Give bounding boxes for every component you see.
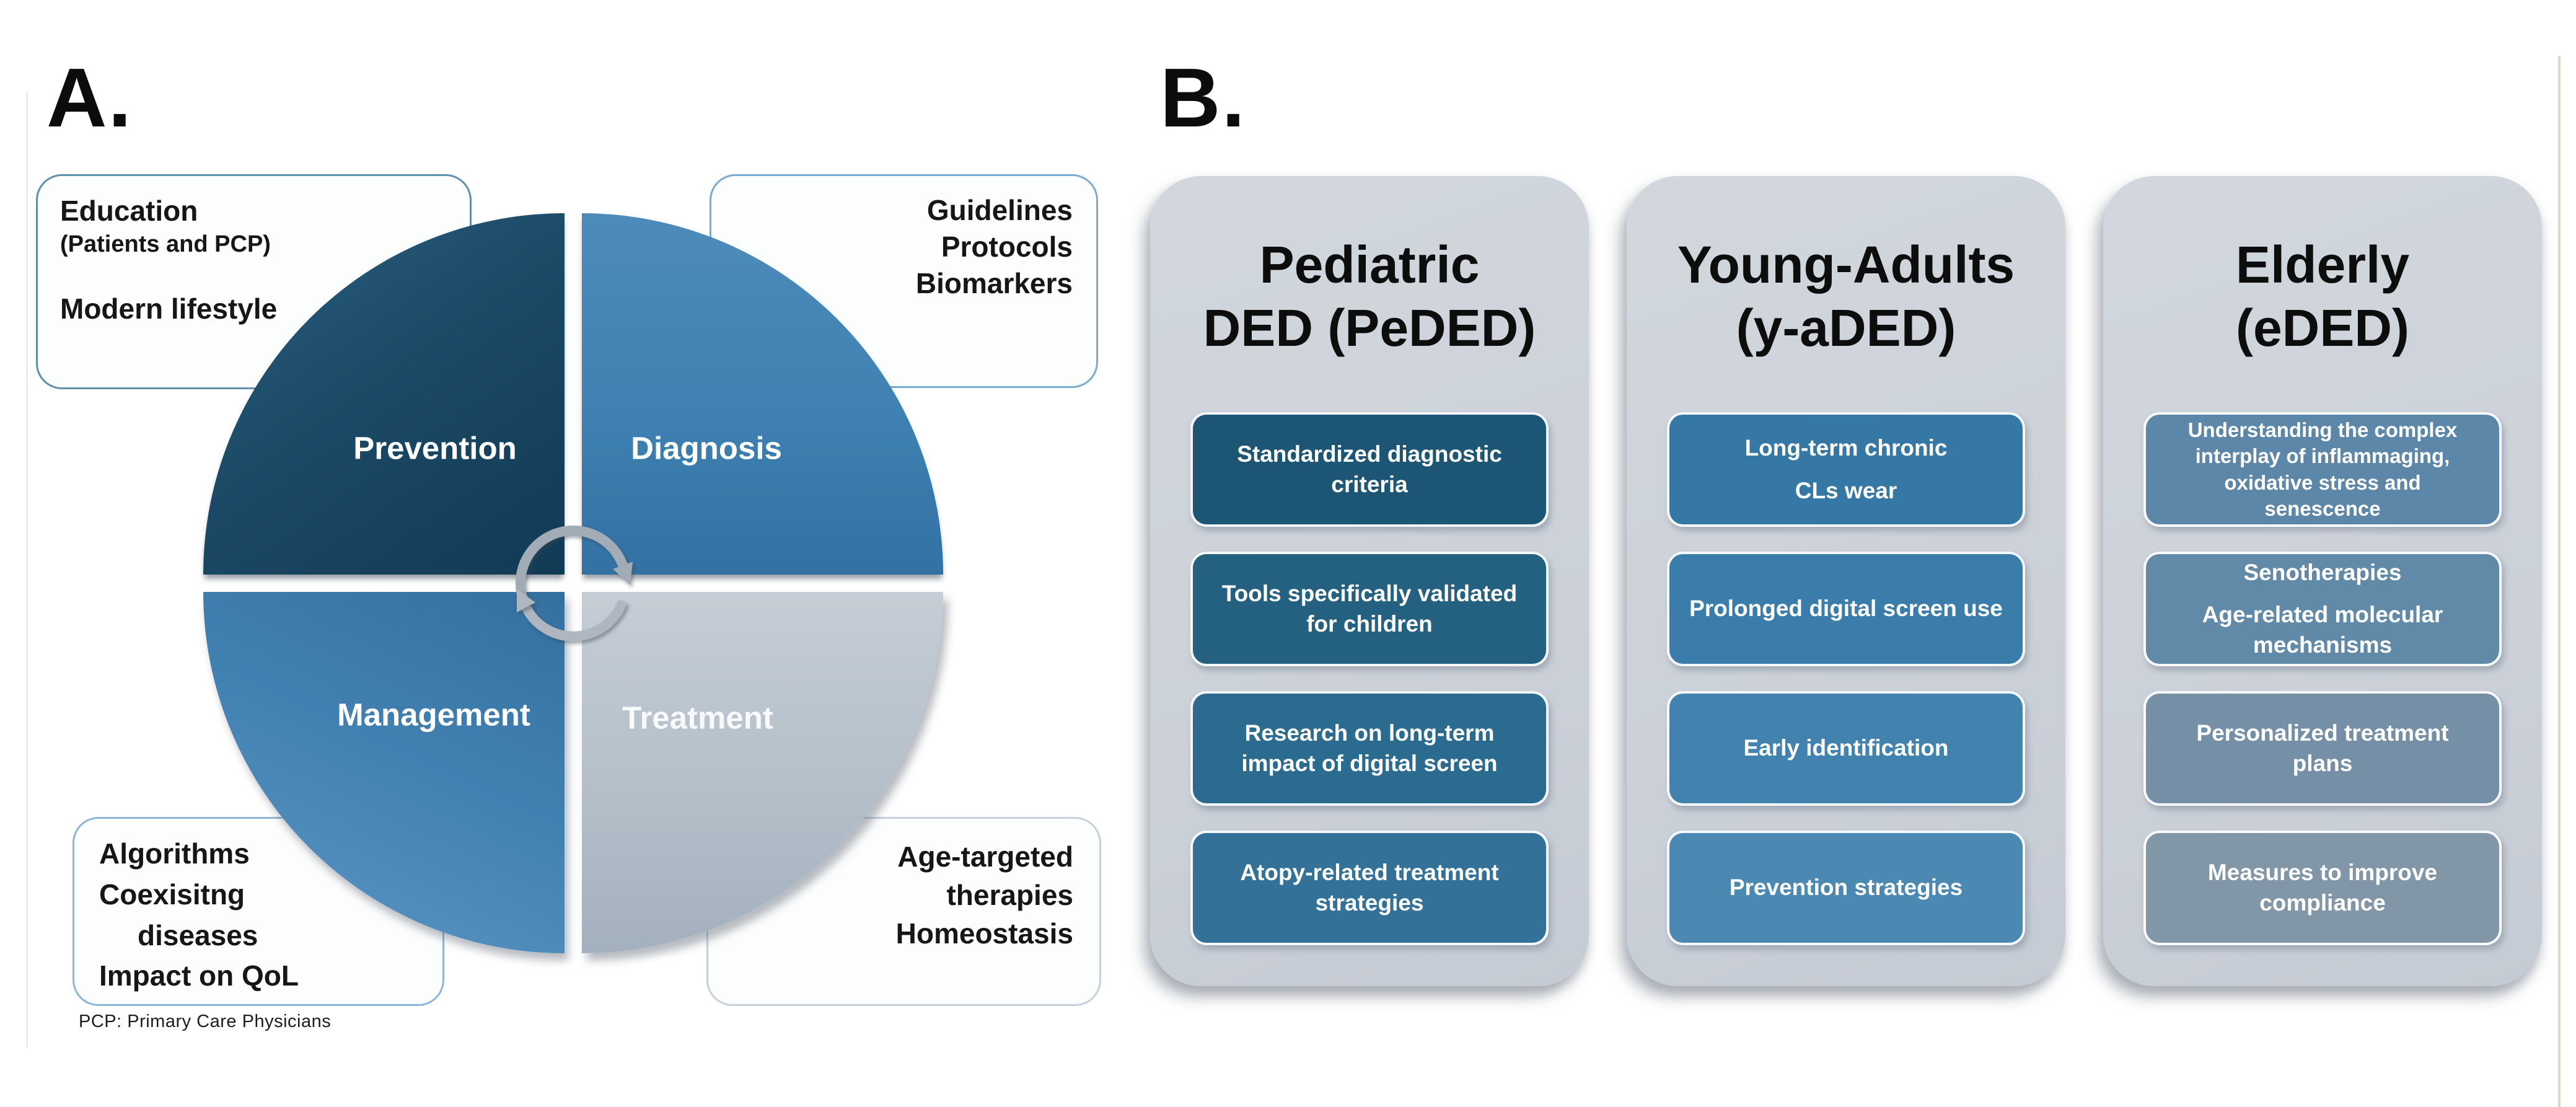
recommendation-text: Understanding the complex xyxy=(2187,418,2458,442)
column-title-line: (eDED) xyxy=(2235,299,2409,358)
footnote-abbreviation: PCP: Primary Care Physicians xyxy=(79,1012,332,1031)
recommendation-box: Senotherapies Age-related molecular mech… xyxy=(2143,552,2502,666)
recommendation-text: Tools specifically validated xyxy=(1221,581,1518,607)
recommendation-box: Standardized diagnostic criteria xyxy=(1190,412,1549,527)
age-group-column-pediatric: Pediatric DED (PeDED) Standardized diagn… xyxy=(1150,176,1589,986)
note-line: Coexisitng xyxy=(99,878,245,911)
recommendation-box: Research on long-term impact of digital … xyxy=(1190,691,1549,806)
recommendation-text: interplay of inflammaging, xyxy=(2195,444,2450,468)
recommendation-text: criteria xyxy=(1331,471,1408,497)
column-title-line: Elderly xyxy=(2235,236,2410,294)
recommendation-text: Prolonged digital screen use xyxy=(1689,596,2003,622)
note-line: Age-targeted xyxy=(897,840,1073,873)
note-line: therapies xyxy=(946,879,1073,912)
recommendation-text: Early identification xyxy=(1743,735,1949,761)
recommendation-box: Understanding the complex interplay of i… xyxy=(2143,412,2502,527)
recommendation-box: Measures to improve compliance xyxy=(2143,831,2502,945)
recommendation-text: strategies xyxy=(1315,889,1424,915)
column-title: Elderly (eDED) xyxy=(2103,233,2542,360)
age-group-column-young-adults: Young-Adults (y-aDED) Long-term chronic … xyxy=(1627,176,2065,986)
note-line: Education xyxy=(60,195,198,227)
recommendation-text: Long-term chronic xyxy=(1744,435,1948,461)
recommendation-text: Atopy-related treatment xyxy=(1240,860,1499,886)
note-line: Modern lifestyle xyxy=(60,292,278,325)
cycle-quadrant-diagram: Prevention Diagnosis Management Treatmen… xyxy=(203,213,943,953)
recommendation-box: Tools specifically validated for childre… xyxy=(1190,552,1549,666)
recommendation-box: Prevention strategies xyxy=(1667,831,2025,945)
recommendation-text: Prevention strategies xyxy=(1729,875,1963,901)
column-title: Young-Adults (y-aDED) xyxy=(1627,233,2065,360)
recommendation-box: Atopy-related treatment strategies xyxy=(1190,831,1549,945)
recommendation-text: impact of digital screen xyxy=(1241,750,1498,776)
note-line: diseases xyxy=(138,919,258,951)
recommendation-text: Senotherapies xyxy=(2243,560,2402,586)
note-line: Impact on QoL xyxy=(99,959,299,992)
recommendation-box: Personalized treatment plans xyxy=(2143,691,2502,806)
column-title-line: (y-aDED) xyxy=(1736,299,1956,358)
column-title-line: Pediatric xyxy=(1259,236,1480,294)
recommendation-text: CLs wear xyxy=(1795,477,1897,503)
column-title-line: Young-Adults xyxy=(1677,236,2015,294)
page-edge-line-right xyxy=(2558,56,2561,1107)
quadrant-label-diagnosis: Diagnosis xyxy=(631,430,782,466)
recommendation-text: Personalized treatment xyxy=(2196,720,2449,746)
note-line: Homeostasis xyxy=(895,917,1073,950)
recommendation-box: Prolonged digital screen use xyxy=(1667,552,2025,666)
recommendation-text: Standardized diagnostic xyxy=(1237,441,1502,467)
quadrant-label-treatment: Treatment xyxy=(622,700,773,736)
panel-a-label: A. xyxy=(46,51,133,144)
recommendation-text: senescence xyxy=(2264,496,2381,520)
note-line: (Patients and PCP) xyxy=(60,231,271,257)
recommendation-box: Long-term chronic CLs wear xyxy=(1667,412,2025,527)
panel-b-label: B. xyxy=(1160,51,1246,144)
quadrant-label-management: Management xyxy=(337,697,530,733)
cycle-arrows-icon xyxy=(515,525,633,642)
note-line: Biomarkers xyxy=(915,267,1073,299)
recommendation-text: plans xyxy=(2292,750,2353,776)
note-line: Protocols xyxy=(941,230,1073,263)
page-edge-line-left xyxy=(26,93,28,1047)
recommendation-text: Measures to improve xyxy=(2207,860,2438,886)
note-line: Algorithms xyxy=(99,837,250,870)
recommendation-text: for children xyxy=(1306,611,1433,637)
age-group-column-elderly: Elderly (eDED) Understanding the complex… xyxy=(2103,176,2542,986)
quadrant-label-prevention: Prevention xyxy=(353,430,517,466)
recommendation-text: oxidative stress and xyxy=(2224,470,2421,494)
recommendation-text: Age-related molecular xyxy=(2202,602,2443,628)
recommendation-text: Research on long-term xyxy=(1244,720,1495,746)
column-title-line: DED (PeDED) xyxy=(1203,299,1536,358)
note-line: Guidelines xyxy=(926,194,1073,226)
recommendation-text: compliance xyxy=(2259,889,2386,915)
recommendation-text: mechanisms xyxy=(2253,632,2393,658)
recommendation-box: Early identification xyxy=(1667,691,2025,806)
column-title: Pediatric DED (PeDED) xyxy=(1150,233,1589,360)
